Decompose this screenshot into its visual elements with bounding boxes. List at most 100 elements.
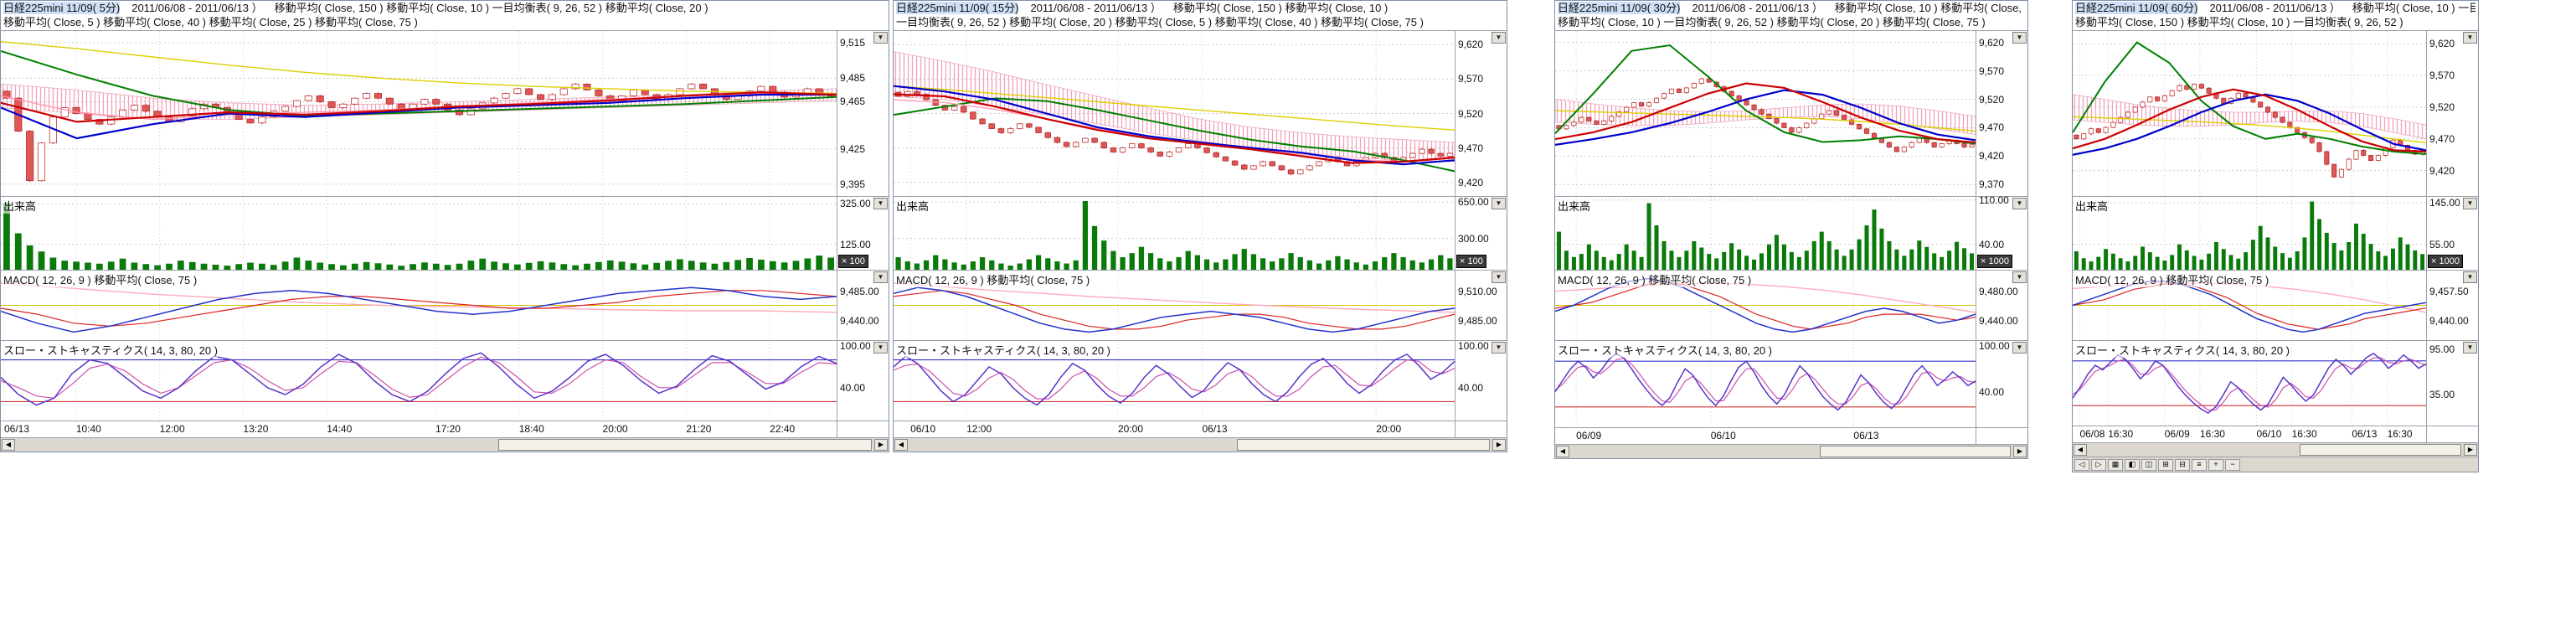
- chevron-down-icon[interactable]: ▼: [1492, 342, 1506, 354]
- time-label: 06/13: [1853, 430, 1879, 441]
- price-chart[interactable]: [1, 31, 837, 196]
- scroll-left-arrow-icon[interactable]: ◀: [894, 439, 908, 451]
- price-chart[interactable]: [894, 31, 1455, 196]
- chevron-down-icon[interactable]: ▼: [873, 342, 888, 354]
- tile-windows-button[interactable]: ◫: [2141, 458, 2156, 471]
- volume-unit-badge: × 1000: [1977, 255, 2012, 268]
- chart-title-line1: 日経225mini 11/09( 30分) 2011/06/08 - 2011/0…: [1558, 2, 2025, 16]
- chart-title-line1: 日経225mini 11/09( 5分) 2011/06/08 - 2011/06…: [3, 2, 886, 16]
- scroll-right-arrow-icon[interactable]: ▶: [2464, 444, 2477, 456]
- stochastics-chart[interactable]: スロー・ストキャスティクス( 14, 3, 80, 20 ): [2073, 341, 2426, 426]
- axis-label: 9,440.00: [840, 314, 879, 327]
- chevron-down-icon[interactable]: ▼: [873, 32, 888, 44]
- scroll-right-arrow-icon[interactable]: ▶: [2013, 446, 2027, 457]
- chart-title-line2: 一目均衡表( 9, 26, 52 ) 移動平均( Close, 20 ) 移動平…: [896, 16, 1424, 28]
- time-label: 06/10: [910, 423, 936, 435]
- scrollbar-thumb[interactable]: [497, 439, 872, 451]
- macd-label: MACD( 12, 26, 9 ) 移動平均( Close, 75 ): [2075, 271, 2269, 287]
- time-axis-corner: [1976, 428, 2027, 444]
- time-axis: 06/08 16:30 06/09 16:30 06/10 16:30 06/13 16:30: [2073, 426, 2426, 442]
- chevron-down-icon[interactable]: ▼: [1492, 32, 1506, 44]
- chevron-down-icon[interactable]: ▼: [873, 271, 888, 283]
- chevron-down-icon[interactable]: ▼: [873, 198, 888, 209]
- stochastics-chart[interactable]: スロー・ストキャスティクス( 14, 3, 80, 20 ): [1555, 341, 1976, 427]
- price-axis: ▼ 9,620 9,570 9,520 9,470 9,420: [1455, 31, 1507, 196]
- time-label: 22:40: [770, 423, 796, 435]
- axis-label: 9,520: [2429, 101, 2455, 113]
- price-chart[interactable]: [2073, 31, 2426, 196]
- macd-chart[interactable]: MACD( 12, 26, 9 ) 移動平均( Close, 75 ): [894, 271, 1455, 340]
- price-axis: ▼ 9,515 9,485 9,465 9,425 9,395: [837, 31, 889, 196]
- axis-label: 9,485: [840, 72, 866, 85]
- axis-label: 40.00: [1458, 381, 1484, 394]
- chevron-down-icon[interactable]: ▼: [2012, 198, 2027, 209]
- zoom-in-button[interactable]: +: [2208, 458, 2223, 471]
- chevron-down-icon[interactable]: ▼: [2012, 271, 2027, 283]
- chart-title-line2: 移動平均( Close, 150 ) 移動平均( Close, 10 ) 一目均…: [2075, 16, 2403, 28]
- minimize-all-button[interactable]: ⊟: [2175, 458, 2190, 471]
- stochastics-pane: スロー・ストキャスティクス( 14, 3, 80, 20 ) ▼ 95.00 35…: [2073, 340, 2478, 426]
- axis-label: 9,485.00: [1458, 314, 1497, 327]
- volume-chart[interactable]: 出来高: [1555, 197, 1976, 270]
- chevron-down-icon[interactable]: ▼: [2463, 271, 2477, 283]
- scroll-right-button[interactable]: ▷: [2091, 458, 2106, 471]
- chevron-down-icon[interactable]: ▼: [1492, 198, 1506, 209]
- axis-label: 9,570: [2429, 70, 2455, 82]
- volume-chart[interactable]: 出来高: [2073, 197, 2426, 270]
- date-range-label: 2011/06/08 - 2011/06/13 ）: [2209, 2, 2341, 14]
- chevron-down-icon[interactable]: ▼: [1492, 271, 1506, 283]
- scrollbar-thumb[interactable]: [2300, 444, 2461, 456]
- indicator-labels: 移動平均( Close, 150 ) 移動平均( Close, 10 ) 一目均…: [274, 2, 708, 14]
- chart-title-line2: 移動平均( Close, 5 ) 移動平均( Close, 40 ) 移動平均(…: [3, 16, 418, 28]
- stochastics-pane: スロー・ストキャスティクス( 14, 3, 80, 20 ) ▼ 100.00 4…: [894, 340, 1507, 421]
- list-view-button[interactable]: ≡: [2192, 458, 2207, 471]
- time-axis-corner: [837, 421, 889, 437]
- zoom-out-button[interactable]: −: [2225, 458, 2240, 471]
- volume-label: 出来高: [1558, 198, 1591, 214]
- stochastics-chart[interactable]: スロー・ストキャスティクス( 14, 3, 80, 20 ): [894, 341, 1455, 421]
- stochastics-pane: スロー・ストキャスティクス( 14, 3, 80, 20 ) ▼ 100.00 4…: [1, 340, 889, 421]
- scroll-left-arrow-icon[interactable]: ◀: [2074, 444, 2087, 456]
- volume-pane: 出来高 ▼ × 100 650.00 300.00: [894, 196, 1507, 270]
- scroll-right-arrow-icon[interactable]: ▶: [874, 439, 888, 451]
- date-range-label: 2011/06/08 - 2011/06/13 ）: [1030, 2, 1162, 14]
- instrument-label: 日経225mini 11/09( 15分): [896, 2, 1019, 14]
- horizontal-scrollbar[interactable]: ◀ ▶: [1, 437, 889, 452]
- volume-chart[interactable]: 出来高: [894, 197, 1455, 270]
- horizontal-scrollbar[interactable]: ◀ ▶: [894, 437, 1507, 452]
- scroll-right-arrow-icon[interactable]: ▶: [1492, 439, 1506, 451]
- cascade-windows-button[interactable]: ◧: [2125, 458, 2140, 471]
- volume-axis: ▼ × 1000 110.00 40.00: [1976, 194, 2027, 270]
- volume-unit-badge: × 100: [838, 255, 868, 268]
- chevron-down-icon[interactable]: ▼: [2463, 198, 2477, 209]
- horizontal-scrollbar[interactable]: ◀ ▶: [1555, 444, 2027, 458]
- axis-label: 9,420: [1458, 176, 1484, 188]
- stochastics-chart[interactable]: スロー・ストキャスティクス( 14, 3, 80, 20 ): [1, 341, 837, 421]
- price-chart[interactable]: [1555, 31, 1976, 196]
- scroll-left-arrow-icon[interactable]: ◀: [1556, 446, 1569, 457]
- chevron-down-icon[interactable]: ▼: [2012, 32, 2027, 44]
- horizontal-scrollbar[interactable]: ◀ ▶: [2073, 442, 2478, 457]
- axis-label: 9,520: [1458, 107, 1484, 120]
- grid-toggle-button[interactable]: ⊞: [2158, 458, 2173, 471]
- chart-window-5min: 日経225mini 11/09( 5分) 2011/06/08 - 2011/06…: [0, 0, 889, 452]
- axis-label: 9,480.00: [1979, 285, 2018, 297]
- macd-chart[interactable]: MACD( 12, 26, 9 ) 移動平均( Close, 75 ): [1, 271, 837, 340]
- axis-label: 9,570: [1458, 73, 1484, 85]
- chevron-down-icon[interactable]: ▼: [2012, 342, 2027, 354]
- new-chart-button[interactable]: ▦: [2108, 458, 2123, 471]
- scrollbar-thumb[interactable]: [1819, 446, 2011, 457]
- chart-title-line1: 日経225mini 11/09( 60分) 2011/06/08 - 2011/0…: [2075, 2, 2476, 16]
- scrollbar-thumb[interactable]: [1236, 439, 1490, 451]
- scroll-left-arrow-icon[interactable]: ◀: [2, 439, 15, 451]
- macd-pane: MACD( 12, 26, 9 ) 移動平均( Close, 75 ) ▼ 9,…: [1555, 270, 2027, 340]
- axis-label: 9,440.00: [2429, 314, 2469, 327]
- macd-chart[interactable]: MACD( 12, 26, 9 ) 移動平均( Close, 75 ): [2073, 271, 2426, 340]
- macd-chart[interactable]: MACD( 12, 26, 9 ) 移動平均( Close, 75 ): [1555, 271, 1976, 340]
- chevron-down-icon[interactable]: ▼: [2463, 32, 2477, 44]
- time-label: 16:30: [2108, 428, 2134, 440]
- chevron-down-icon[interactable]: ▼: [2463, 342, 2477, 354]
- scroll-left-button[interactable]: ◁: [2074, 458, 2089, 471]
- volume-chart[interactable]: 出来高: [1, 197, 837, 270]
- volume-unit-badge: × 1000: [2428, 255, 2463, 268]
